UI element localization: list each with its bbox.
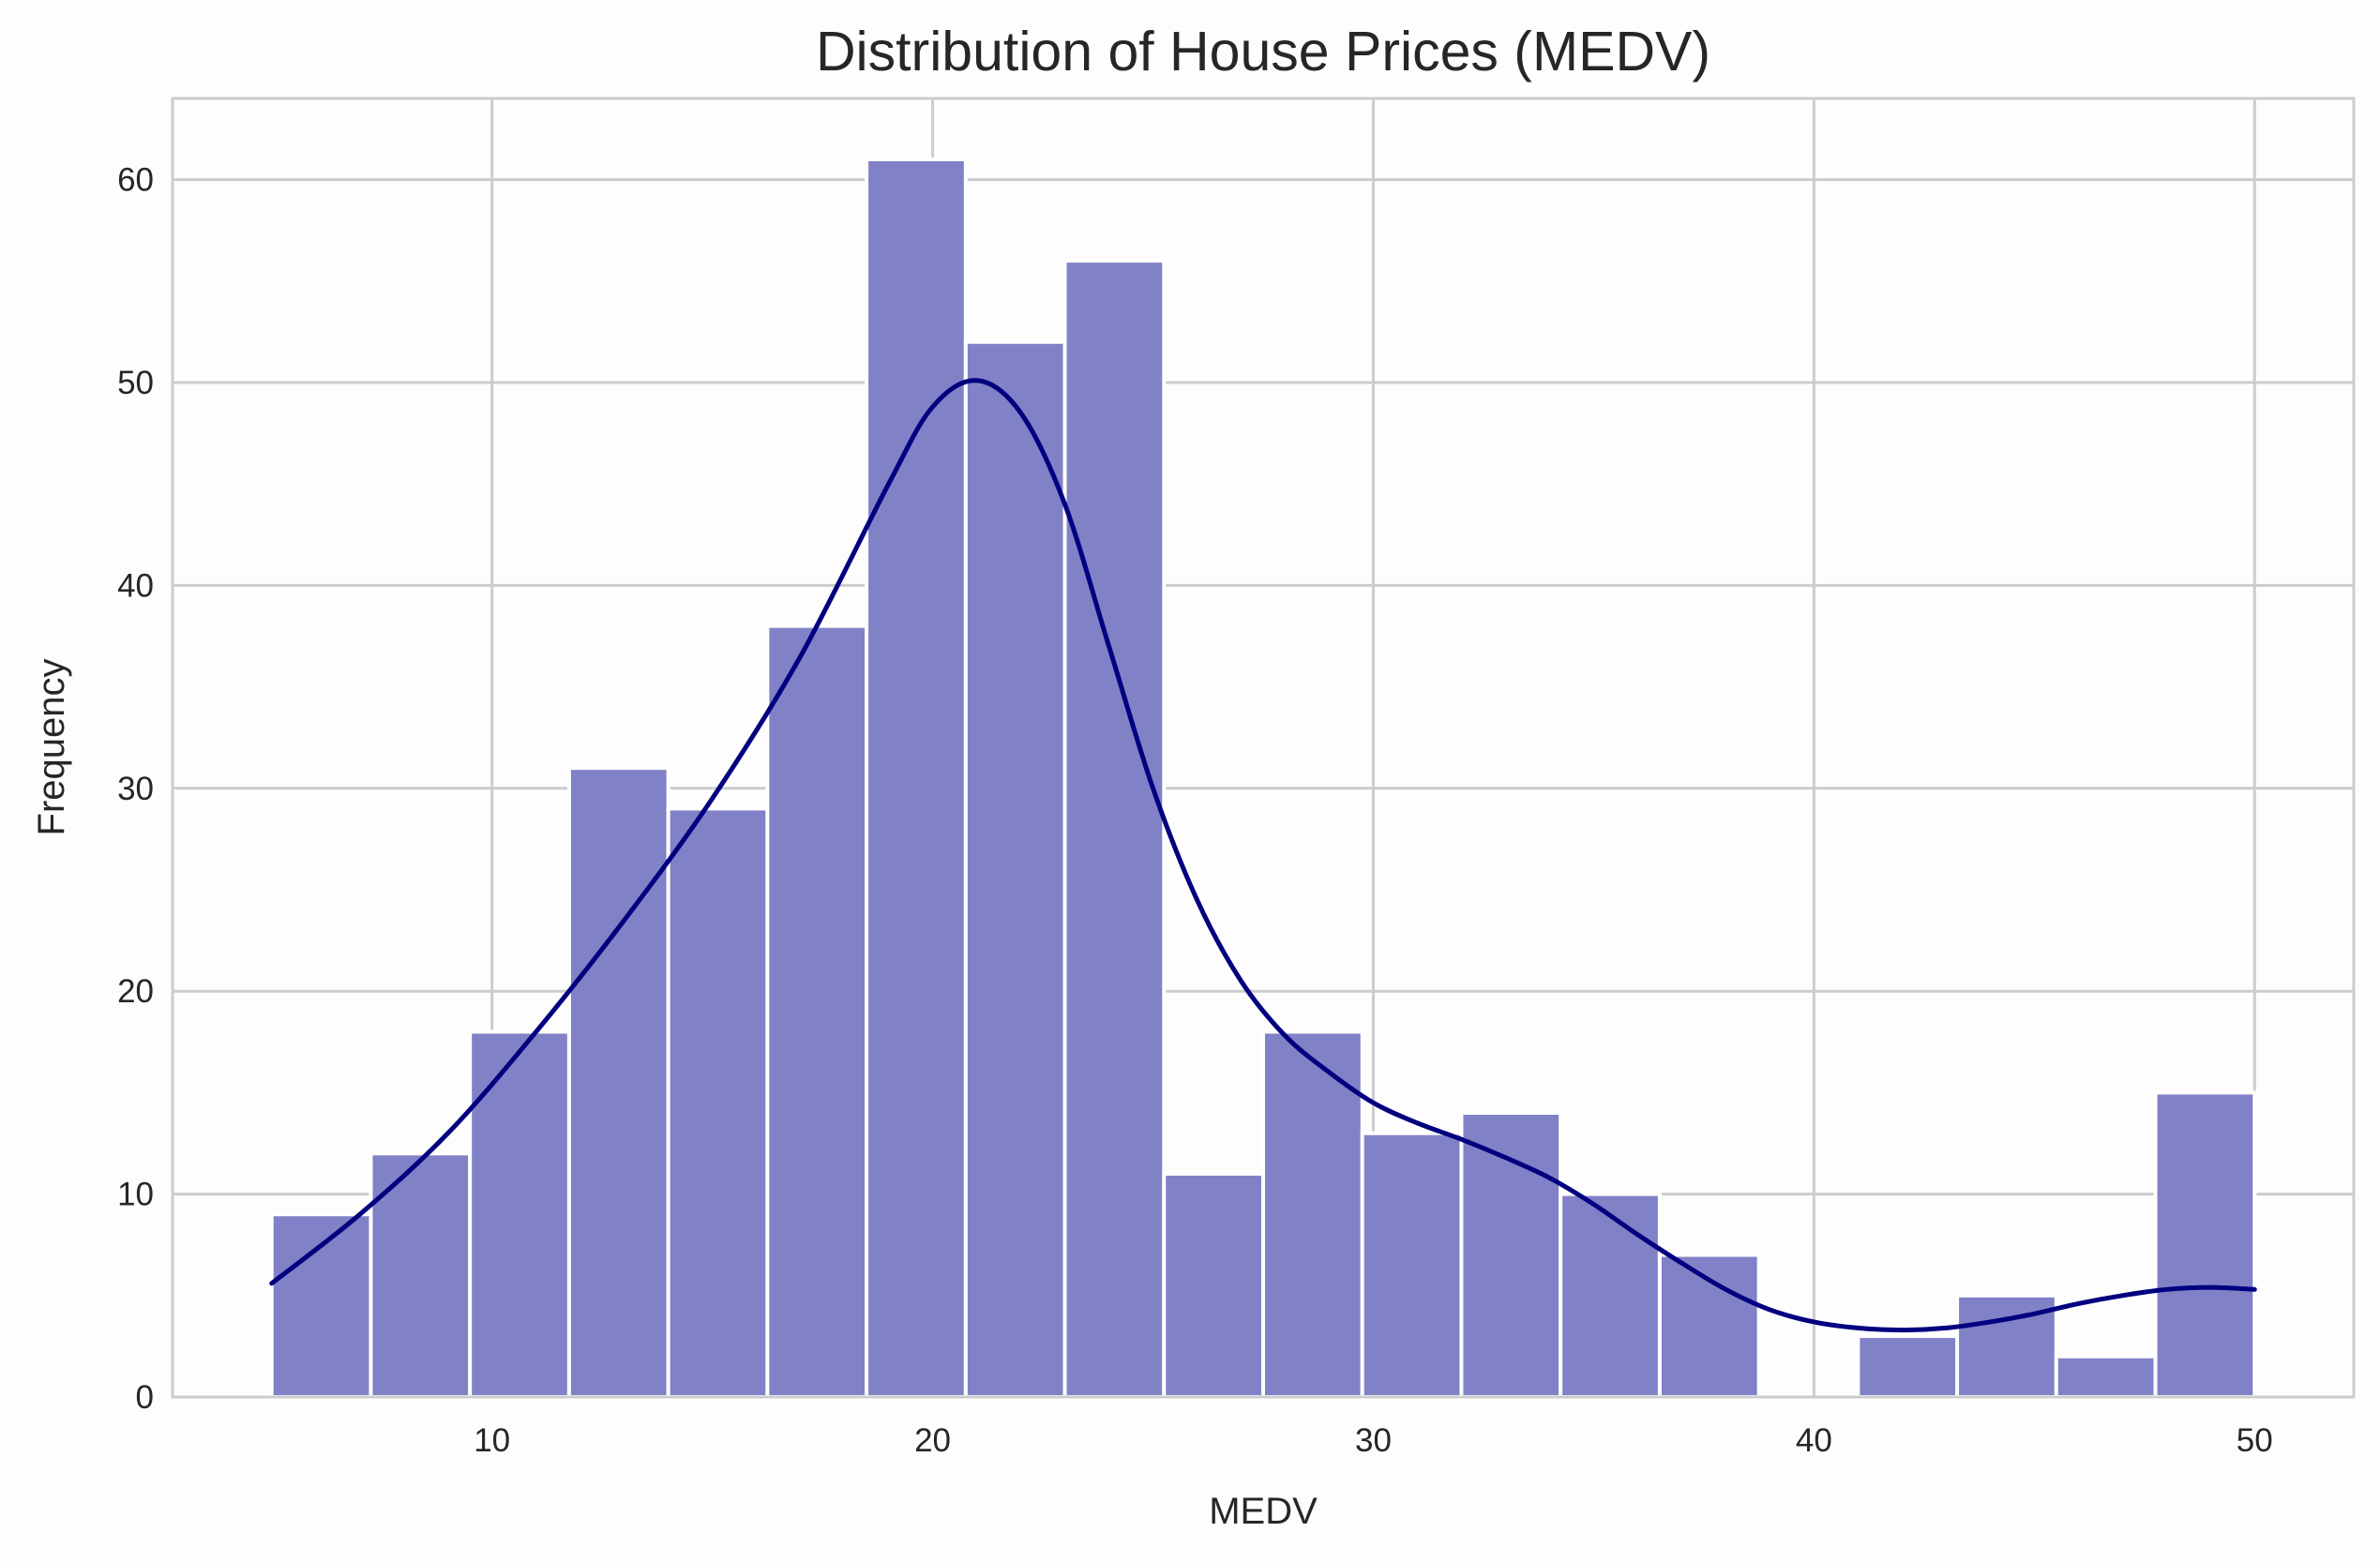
grid-lines xyxy=(173,98,2354,1399)
histogram-bar xyxy=(2153,1090,2257,1399)
x-axis-label: MEDV xyxy=(1209,1491,1318,1532)
chart-title: Distribution of House Prices (MEDV) xyxy=(816,21,1710,83)
x-tick-labels: 10 20 30 40 50 xyxy=(474,1422,2273,1459)
histogram-bar xyxy=(666,806,770,1399)
histogram-bar xyxy=(1360,1131,1464,1399)
y-tick-label: 30 xyxy=(117,771,154,807)
y-tick-label: 60 xyxy=(117,162,154,199)
histogram-bar xyxy=(1162,1171,1265,1399)
kde-curve-layer xyxy=(269,378,2257,1333)
histogram-bar xyxy=(1261,1029,1364,1399)
x-tick-label: 40 xyxy=(1796,1422,1832,1459)
histogram-bar xyxy=(1559,1192,1662,1399)
histogram-bar xyxy=(1459,1111,1563,1399)
y-tick-label: 50 xyxy=(117,365,154,401)
histogram-bar xyxy=(1856,1334,1960,1399)
x-tick-label: 20 xyxy=(914,1422,951,1459)
y-tick-label: 0 xyxy=(136,1379,154,1416)
histogram-bars xyxy=(269,157,2257,1399)
y-axis-label: Frequency xyxy=(31,659,72,836)
kde-curve xyxy=(269,378,2257,1333)
x-tick-label: 30 xyxy=(1355,1422,1392,1459)
histogram-bar xyxy=(865,157,968,1399)
y-tick-labels: 0 10 20 30 40 50 60 xyxy=(117,162,154,1416)
histogram-bar xyxy=(269,1212,373,1399)
histogram-bar xyxy=(2054,1354,2158,1399)
histogram-bar xyxy=(566,766,670,1399)
histogram-bar xyxy=(1062,259,1167,1399)
x-tick-label: 50 xyxy=(2237,1422,2273,1459)
histogram-bar xyxy=(468,1029,571,1399)
plot-frame xyxy=(171,97,2356,1399)
histogram-bar xyxy=(765,623,869,1399)
x-tick-label: 10 xyxy=(474,1422,510,1459)
histogram-bar xyxy=(963,339,1067,1399)
histogram-bar xyxy=(1657,1253,1761,1399)
y-tick-label: 20 xyxy=(117,973,154,1010)
y-tick-label: 40 xyxy=(117,567,154,604)
y-tick-label: 10 xyxy=(117,1177,154,1213)
